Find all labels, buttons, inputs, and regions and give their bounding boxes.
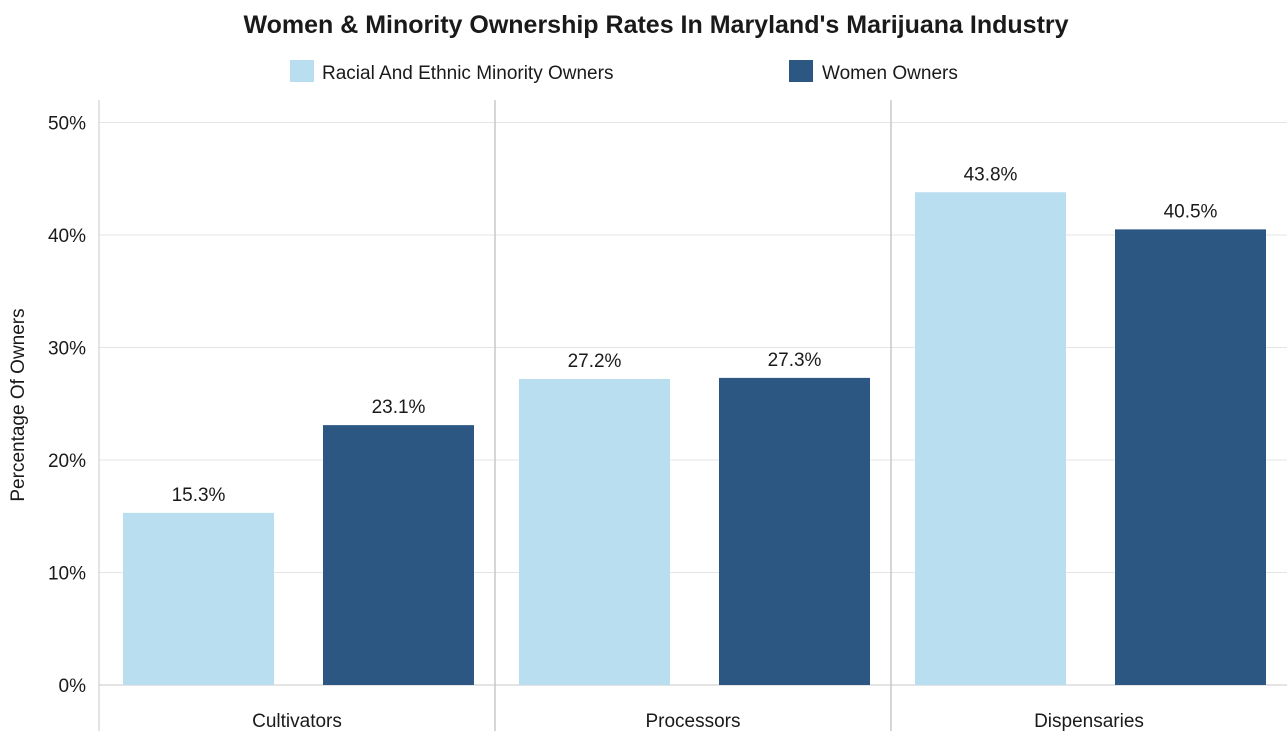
bar-women [1115, 229, 1266, 685]
bar-value-label: 23.1% [372, 397, 426, 418]
x-category-label: Dispensaries [1034, 711, 1144, 731]
y-tick-label: 0% [59, 676, 87, 697]
y-tick-label: 50% [48, 114, 86, 135]
gridlines [99, 122, 1287, 686]
bar-value-label: 27.2% [568, 351, 622, 372]
legend-swatch-women [789, 60, 813, 82]
bar-value-labels: 15.3% 23.1% 27.2% 27.3% 43.8% 40.5% [172, 164, 1218, 506]
bar-value-label: 43.8% [964, 164, 1018, 185]
y-tick-label: 10% [48, 564, 86, 585]
x-axis-category-labels: Cultivators Processors Dispensaries [252, 711, 1144, 732]
bar-minority [915, 192, 1066, 685]
x-category-label: Cultivators [252, 711, 342, 731]
legend-label-women: Women Owners [822, 63, 958, 84]
bar-value-label: 40.5% [1164, 201, 1218, 222]
panel-separators [98, 100, 892, 731]
y-axis-title: Percentage Of Owners [8, 308, 29, 501]
bar-women [323, 425, 474, 685]
legend: Racial And Ethnic Minority Owners Women … [290, 60, 958, 84]
legend-swatch-minority [290, 60, 314, 82]
y-tick-label: 30% [48, 339, 86, 360]
x-category-label: Processors [645, 711, 740, 731]
bar-women [719, 377, 870, 685]
bar-value-label: 15.3% [172, 485, 226, 506]
y-tick-label: 40% [48, 226, 86, 247]
y-axis-ticks: 0% 10% 20% 30% 40% 50% [48, 114, 86, 698]
chart-title: Women & Minority Ownership Rates In Mary… [243, 11, 1068, 39]
legend-label-minority: Racial And Ethnic Minority Owners [322, 63, 613, 84]
bar-minority [123, 512, 274, 685]
bar-minority [519, 379, 670, 685]
y-tick-label: 20% [48, 451, 86, 472]
bar-value-label: 27.3% [768, 350, 822, 371]
bars [123, 192, 1266, 685]
